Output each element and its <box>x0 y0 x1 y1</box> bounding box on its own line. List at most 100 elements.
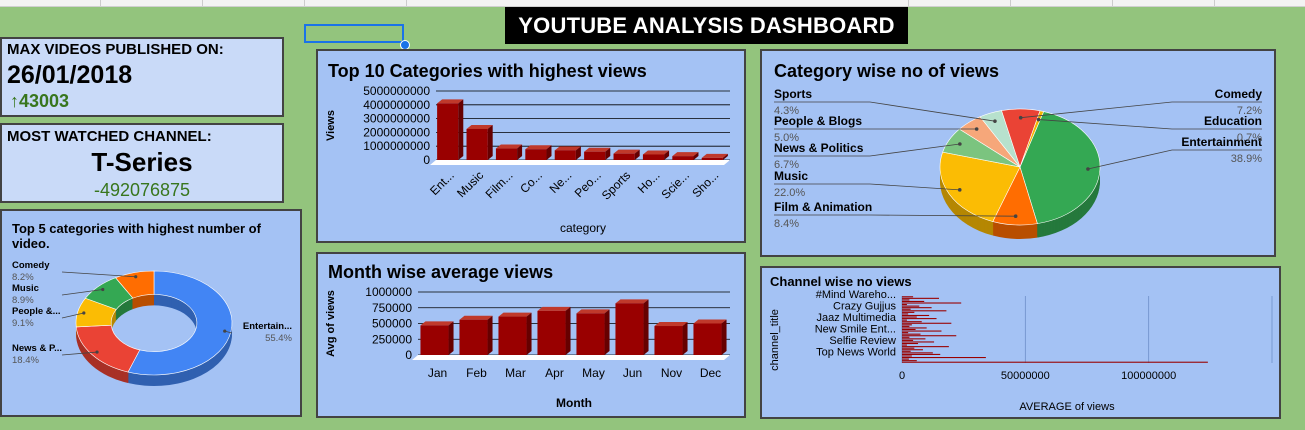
x-tick-label: Music <box>454 168 486 200</box>
y-tick-label: New Smile Ent... <box>815 324 896 336</box>
kpi-channel-card[interactable]: MOST WATCHED CHANNEL: T-Series -49207687… <box>0 123 284 203</box>
pie-leader-line <box>774 143 960 157</box>
y-tick-label: 0 <box>423 153 430 167</box>
column-divider <box>202 0 203 6</box>
column-divider <box>1214 0 1215 6</box>
pie-leader-dot <box>1036 117 1041 122</box>
bar <box>615 303 644 355</box>
bar <box>654 326 683 355</box>
pie-leader-line <box>1038 119 1262 130</box>
x-axis-label: Month <box>556 396 592 410</box>
bar <box>902 313 909 315</box>
x-tick-label: Co... <box>517 168 545 196</box>
pie-percent: 7.2% <box>1237 105 1262 117</box>
bar <box>902 314 930 317</box>
column-divider <box>1112 0 1113 6</box>
bar-top <box>613 149 640 154</box>
kpi-max-videos-date: 26/01/2018 <box>7 61 133 89</box>
bar <box>902 358 909 360</box>
pie-slice <box>75 324 141 373</box>
top5-donut-chart: Top 5 categories with highest number ofv… <box>12 221 293 386</box>
pie-leader-line <box>774 214 1016 217</box>
x-axis-label: AVERAGE of views <box>1019 401 1115 413</box>
column-divider <box>406 0 407 6</box>
y-tick-label: 4000000000 <box>363 98 430 112</box>
bar <box>902 349 923 351</box>
month-chart-panel[interactable]: Month wise average views 0 250000 500000 750… <box>316 252 746 418</box>
bar <box>902 330 942 332</box>
pie-label: Entertainment <box>1181 135 1262 149</box>
x-tick-label: Jan <box>428 366 447 380</box>
column-divider <box>100 0 101 6</box>
x-tick-label: Scie... <box>659 168 692 201</box>
x-tick-label: Film... <box>483 168 516 201</box>
pie-leader-dot <box>958 142 962 146</box>
y-tick-label: 500000 <box>372 317 412 331</box>
pie-label: Film & Animation <box>774 200 872 214</box>
bar <box>693 323 722 355</box>
selected-cell[interactable] <box>304 24 404 43</box>
pie-label: Sports <box>774 87 812 101</box>
donut-leader-line <box>61 312 84 319</box>
bar <box>902 328 916 331</box>
pie-label: Education <box>1204 114 1262 128</box>
bar <box>902 344 907 346</box>
donut-leader-line <box>61 351 98 356</box>
kpi-max-videos-card[interactable]: MAX VIDEOS PUBLISHED ON: 26/01/2018 ↑430… <box>0 37 284 117</box>
bar <box>466 128 488 160</box>
bar <box>902 342 919 345</box>
bar <box>902 318 937 320</box>
donut-leader-line <box>61 289 103 296</box>
pie-label: News & Politics <box>774 141 864 155</box>
donut-percent: 9.1% <box>12 318 34 329</box>
category-pie-panel[interactable]: Category wise no of views Entertainment 38… <box>760 49 1276 257</box>
pie-percent: 4.3% <box>774 105 799 117</box>
y-tick-label: Selfie Review <box>829 335 896 347</box>
bar <box>554 150 576 160</box>
donut-leader-line <box>61 271 136 278</box>
bar <box>902 304 907 306</box>
bar-side <box>643 299 649 355</box>
donut-label: Comedy <box>12 260 50 271</box>
pie-leader-dot <box>974 127 979 131</box>
bar <box>420 325 449 355</box>
bar <box>902 355 912 357</box>
pie-leader-dot <box>1086 167 1090 171</box>
column-divider <box>304 0 305 6</box>
top5-chart-panel[interactable]: Top 5 categories with highest number of v… <box>0 209 302 417</box>
bar <box>902 299 910 301</box>
donut-percent: 18.4% <box>12 355 39 366</box>
bar <box>902 316 917 318</box>
pie-leader-dot <box>1013 214 1018 218</box>
bar <box>902 327 927 329</box>
y-axis-label: Views <box>325 110 337 141</box>
bar-top <box>576 309 610 314</box>
bar-side <box>575 146 581 160</box>
bar <box>902 310 947 312</box>
donut-leader-dot <box>101 287 105 292</box>
bar <box>902 319 907 321</box>
channel-chart-panel[interactable]: Channel wise no views 0 50000000 100000000 #… <box>760 266 1281 419</box>
donut-leader-dot <box>134 275 138 279</box>
bar <box>902 302 962 304</box>
x-axis-label: category <box>560 221 606 235</box>
y-tick-label: 750000 <box>372 301 412 315</box>
donut-percent: 8.2% <box>12 272 34 283</box>
column-divider <box>908 0 909 6</box>
pie-percent: 0.7% <box>1237 132 1262 144</box>
bar <box>902 308 911 310</box>
bar <box>613 153 635 160</box>
bar <box>437 103 459 160</box>
bar <box>902 335 957 337</box>
channel-bar-chart: Channel wise no views 0 50000000 100000000 #… <box>769 274 1273 413</box>
bar <box>902 324 912 326</box>
bar-side <box>634 149 640 160</box>
pie-leader-line <box>1020 101 1262 119</box>
bar-top <box>615 299 649 304</box>
bar <box>902 336 910 338</box>
x-tick-label: Nov <box>661 366 682 380</box>
spreadsheet-column-strip <box>0 0 1305 7</box>
bar-side <box>664 150 670 160</box>
top10-chart-panel[interactable]: Top 10 Categories with highest views 0 100… <box>316 49 746 243</box>
x-tick-label: Jun <box>623 366 642 380</box>
